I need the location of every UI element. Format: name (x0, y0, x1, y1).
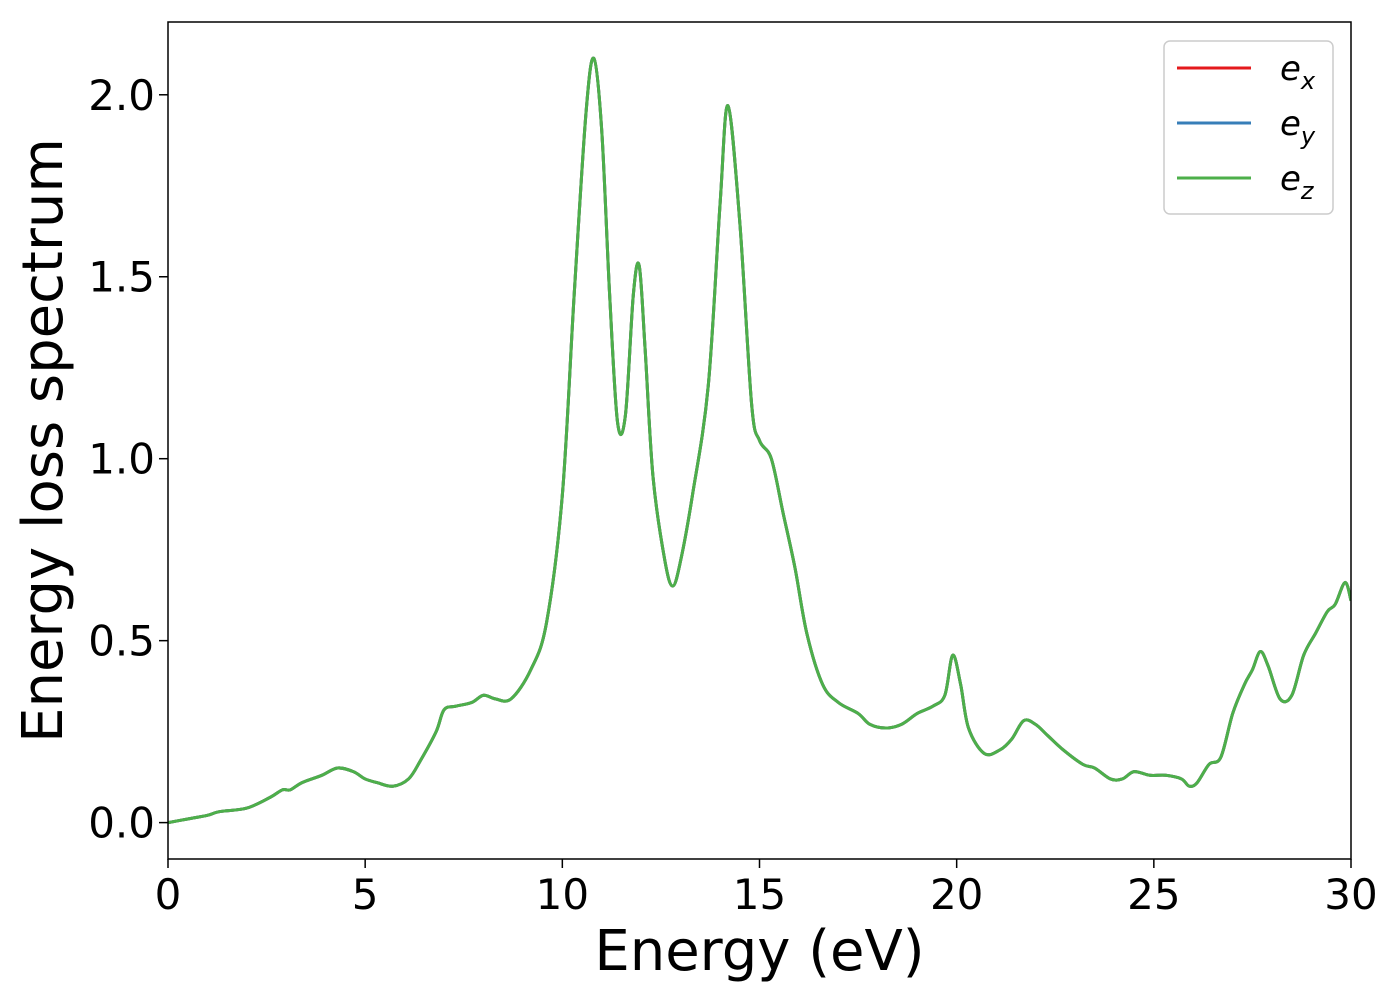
x-tick-label: 15 (733, 870, 786, 919)
y-tick-label: 1.5 (88, 253, 155, 302)
y-tick-label: 0.5 (88, 617, 155, 666)
y-axis-title: Energy loss spectrum (11, 138, 76, 743)
x-tick-label: 30 (1324, 870, 1377, 919)
y-tick-label: 1.0 (88, 435, 155, 484)
legend-box (1163, 40, 1334, 215)
x-tick-label: 25 (1127, 870, 1180, 919)
x-axis-title: Energy (eV) (594, 919, 924, 984)
legend-label-ex: ex (1280, 49, 1316, 95)
series-line-e-z (168, 56, 1351, 825)
y-tick-label: 0.0 (88, 799, 155, 848)
x-tick-label: 20 (930, 870, 983, 919)
x-axis-ticks: 0 5 10 15 20 25 30 (155, 859, 1378, 919)
x-tick-label: 5 (352, 870, 379, 919)
x-tick-label: 0 (155, 870, 182, 919)
legend-label-ey: ey (1280, 104, 1316, 150)
y-tick-label: 2.0 (88, 71, 155, 120)
series-layer (168, 56, 1351, 825)
y-axis-ticks: 0.0 0.5 1.0 1.5 2.0 (88, 71, 168, 848)
x-tick-label: 10 (536, 870, 589, 919)
